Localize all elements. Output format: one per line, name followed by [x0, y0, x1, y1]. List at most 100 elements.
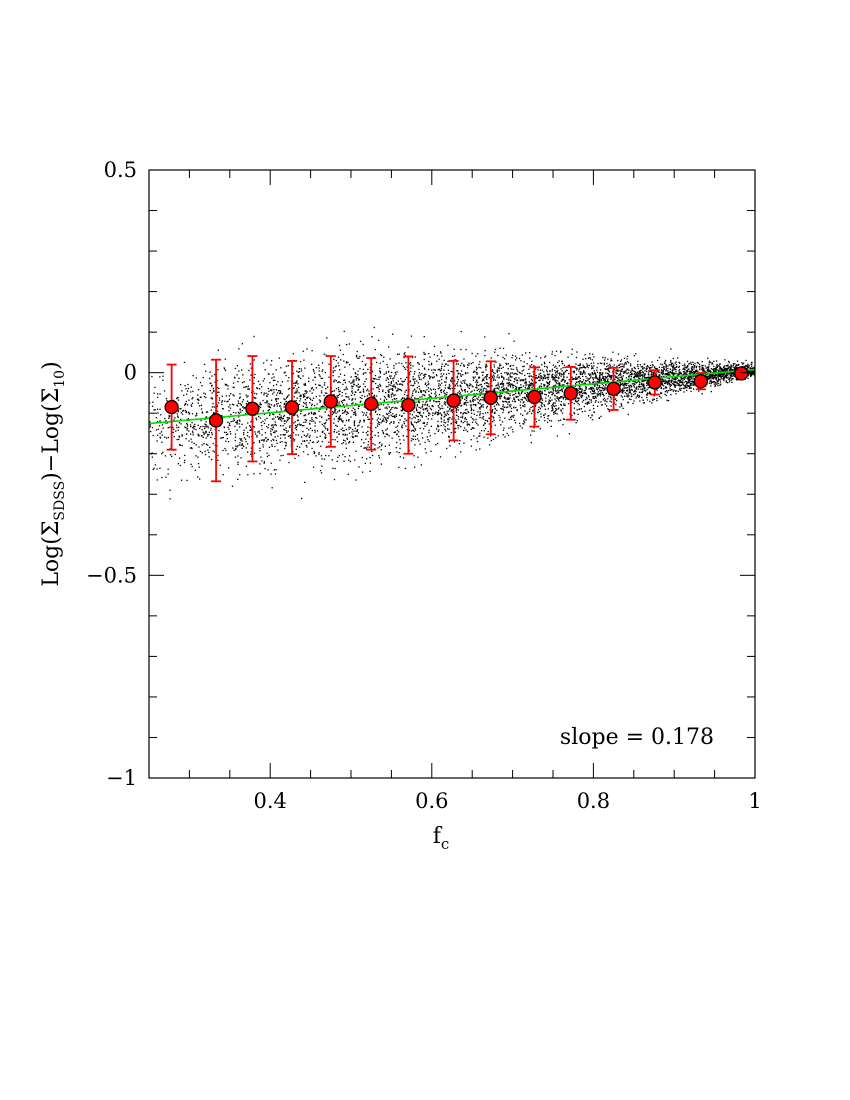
scatter-point [343, 430, 345, 432]
scatter-point [501, 392, 503, 394]
scatter-point [185, 400, 187, 403]
scatter-point [272, 438, 274, 441]
scatter-point [299, 424, 301, 426]
scatter-point [579, 392, 581, 394]
scatter-point [460, 405, 462, 407]
scatter-point [466, 397, 468, 400]
scatter-point [648, 370, 650, 372]
scatter-point [528, 385, 530, 387]
scatter-point [696, 361, 698, 364]
scatter-point [191, 441, 193, 443]
scatter-point [338, 381, 340, 383]
scatter-point [476, 379, 478, 381]
scatter-point [181, 390, 183, 392]
scatter-point [345, 447, 347, 449]
scatter-point [492, 409, 494, 411]
scatter-point [300, 410, 302, 412]
scatter-point [683, 381, 685, 384]
scatter-point [682, 380, 684, 382]
scatter-point [446, 394, 448, 396]
scatter-point [615, 376, 617, 378]
scatter-point [254, 373, 256, 376]
scatter-point [285, 430, 287, 432]
scatter-point [541, 399, 544, 401]
scatter-point [479, 448, 481, 450]
scatter-point [526, 413, 528, 415]
scatter-point [159, 437, 162, 439]
scatter-point [270, 462, 272, 464]
scatter-point [232, 411, 235, 414]
scatter-point [445, 381, 447, 383]
scatter-point [576, 389, 579, 391]
scatter-point [428, 375, 430, 377]
scatter-point [535, 368, 537, 370]
scatter-point [275, 394, 278, 396]
scatter-point [496, 402, 498, 404]
scatter-point [476, 440, 479, 443]
scatter-point [564, 381, 566, 383]
scatter-point [687, 382, 689, 384]
scatter-point [595, 400, 597, 402]
scatter-point [502, 400, 504, 402]
scatter-point [573, 372, 575, 374]
scatter-point [684, 366, 686, 368]
scatter-point [514, 378, 516, 381]
scatter-point [623, 357, 626, 359]
scatter-point [526, 392, 529, 394]
scatter-point [652, 373, 654, 375]
scatter-point [429, 395, 432, 397]
scatter-point [333, 431, 335, 433]
scatter-point [452, 371, 454, 373]
scatter-point [577, 377, 579, 379]
scatter-point [528, 384, 531, 386]
scatter-point [620, 359, 623, 361]
scatter-point [507, 398, 509, 400]
scatter-point [470, 363, 472, 365]
scatter-point [236, 422, 238, 424]
scatter-point [423, 358, 425, 361]
scatter-point [285, 374, 287, 377]
scatter-point [571, 414, 573, 417]
scatter-point [558, 377, 560, 380]
scatter-point [718, 370, 720, 372]
scatter-point [390, 394, 392, 396]
scatter-point [728, 378, 731, 380]
scatter-point [275, 430, 278, 432]
scatter-point [663, 365, 665, 368]
scatter-point [341, 402, 344, 404]
scatter-point [515, 396, 517, 398]
scatter-point [440, 369, 442, 371]
scatter-point [473, 419, 475, 421]
scatter-point [296, 397, 298, 399]
scatter-point [414, 398, 416, 400]
scatter-point [440, 407, 442, 410]
scatter-point [627, 393, 629, 395]
scatter-point [488, 423, 490, 425]
scatter-point [482, 404, 484, 406]
scatter-point [607, 364, 609, 367]
scatter-point [258, 430, 260, 432]
scatter-point [517, 398, 519, 401]
scatter-point [421, 372, 423, 375]
scatter-point [313, 420, 315, 422]
scatter-point [521, 391, 523, 394]
scatter-point [599, 389, 601, 391]
scatter-point [688, 376, 690, 378]
scatter-point [583, 383, 585, 385]
scatter-point [741, 362, 743, 364]
scatter-point [472, 396, 474, 398]
scatter-point [217, 369, 219, 371]
scatter-point [601, 390, 603, 392]
scatter-point [178, 436, 181, 438]
scatter-point [684, 376, 686, 378]
scatter-point [359, 396, 361, 399]
scatter-point [669, 368, 671, 370]
scatter-point [517, 395, 519, 398]
scatter-point [159, 467, 161, 469]
scatter-point [555, 365, 557, 367]
scatter-point [619, 385, 621, 387]
scatter-point [385, 413, 388, 415]
scatter-point [288, 461, 290, 464]
scatter-point [515, 406, 517, 409]
scatter-point [194, 426, 196, 428]
